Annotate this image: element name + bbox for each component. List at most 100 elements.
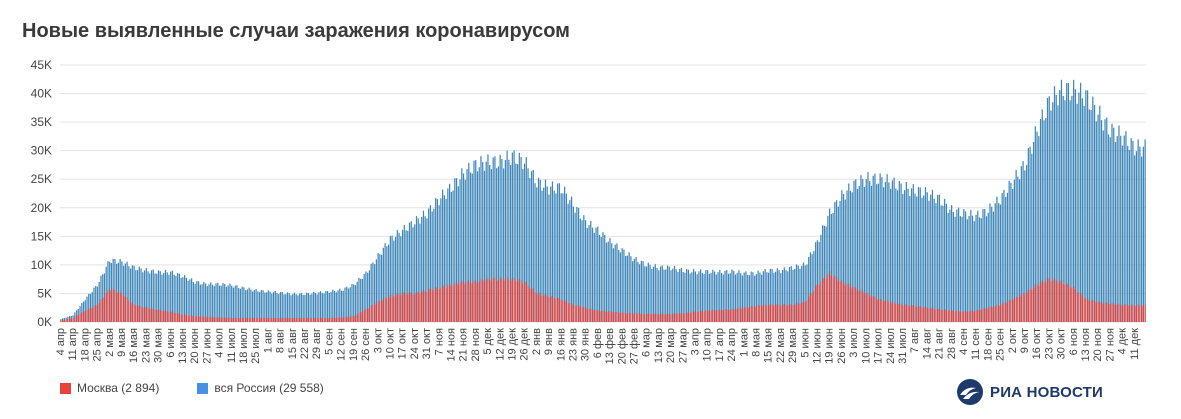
bar-russia bbox=[658, 270, 660, 322]
bar-russia bbox=[536, 187, 538, 322]
bar-russia bbox=[787, 271, 789, 322]
bar-moscow bbox=[218, 317, 221, 322]
legend-item-russia[interactable]: вся Россия (29 558) bbox=[197, 381, 324, 395]
bar-moscow bbox=[79, 313, 81, 322]
bar-russia bbox=[679, 268, 681, 322]
bar-moscow bbox=[1100, 302, 1103, 322]
bar-moscow bbox=[693, 311, 695, 322]
bar-moscow bbox=[1001, 303, 1003, 322]
bar-russia bbox=[673, 265, 676, 322]
bar-russia bbox=[1102, 130, 1104, 322]
bar-moscow bbox=[501, 278, 503, 322]
bar-russia bbox=[551, 181, 554, 322]
bar-moscow bbox=[1121, 305, 1124, 322]
bar-moscow bbox=[347, 316, 350, 322]
bar-moscow bbox=[515, 281, 517, 322]
bar-russia bbox=[827, 216, 829, 322]
bar-moscow bbox=[150, 308, 153, 322]
logo-text: РИА НОВОСТИ bbox=[990, 383, 1104, 401]
bar-russia bbox=[844, 199, 846, 322]
bar-moscow bbox=[1134, 306, 1136, 322]
bar-moscow bbox=[888, 301, 890, 322]
bar-russia bbox=[433, 208, 435, 322]
bar-moscow bbox=[966, 311, 968, 322]
bar-moscow bbox=[252, 318, 254, 322]
bar-russia bbox=[283, 294, 285, 322]
bar-russia bbox=[306, 292, 308, 322]
x-tick-label: 31 июл bbox=[897, 328, 909, 364]
bar-moscow bbox=[787, 305, 789, 322]
bar-moscow bbox=[414, 294, 416, 322]
bar-russia bbox=[126, 261, 128, 322]
bar-moscow bbox=[314, 318, 316, 322]
bar-russia bbox=[1038, 136, 1040, 322]
bar-russia bbox=[987, 212, 989, 322]
bar-moscow bbox=[1099, 301, 1101, 322]
bar-moscow bbox=[302, 318, 304, 322]
bar-moscow bbox=[778, 304, 780, 322]
x-tick-label: 19 июн bbox=[824, 328, 836, 364]
y-tick-label: 25K bbox=[31, 172, 52, 186]
y-tick-label: 20K bbox=[31, 201, 52, 215]
bar-russia bbox=[717, 272, 719, 322]
bar-moscow bbox=[1055, 280, 1057, 322]
bar-moscow bbox=[541, 295, 543, 322]
bar-moscow bbox=[220, 317, 222, 322]
bar-moscow bbox=[485, 279, 487, 322]
bar-moscow bbox=[203, 316, 205, 322]
bar-moscow bbox=[682, 313, 684, 322]
bar-russia bbox=[335, 292, 337, 322]
x-tick-label: 9 окт bbox=[1019, 328, 1031, 353]
bar-russia bbox=[848, 183, 850, 322]
bar-moscow bbox=[1020, 294, 1022, 322]
legend-item-moscow[interactable]: Москва (2 894) bbox=[60, 381, 159, 395]
bar-russia bbox=[583, 215, 585, 322]
bar-russia bbox=[461, 168, 463, 322]
bar-russia bbox=[1142, 146, 1144, 322]
bar-russia bbox=[783, 267, 785, 322]
bar-russia bbox=[293, 292, 296, 322]
bar-russia bbox=[213, 286, 215, 322]
bar-moscow bbox=[1048, 278, 1050, 322]
bar-russia bbox=[1027, 148, 1029, 322]
bar-moscow bbox=[1010, 299, 1012, 322]
x-tick-label: 4 апр bbox=[55, 328, 67, 355]
bar-russia bbox=[933, 198, 935, 322]
x-axis-ticks: 4 апр 11 апр 18 апр 25 апр 2 мая 9 мая 16 мая 2… bbox=[55, 328, 1141, 364]
bar-moscow bbox=[306, 317, 308, 322]
bar-moscow bbox=[450, 286, 452, 322]
bar-moscow bbox=[881, 299, 883, 322]
bar-moscow bbox=[372, 304, 374, 322]
bar-russia bbox=[319, 291, 322, 322]
bar-russia bbox=[816, 240, 819, 322]
bar-moscow bbox=[560, 300, 562, 322]
bar-moscow bbox=[211, 317, 214, 322]
bar-russia bbox=[797, 265, 799, 322]
bar-moscow bbox=[602, 310, 604, 322]
bar-russia bbox=[985, 216, 988, 322]
bar-russia bbox=[473, 160, 475, 322]
bar-moscow bbox=[497, 280, 500, 322]
bar-moscow bbox=[530, 288, 533, 322]
bar-russia bbox=[813, 251, 815, 322]
bar-russia bbox=[1057, 105, 1059, 322]
bar-russia bbox=[686, 269, 688, 322]
bar-moscow bbox=[858, 290, 860, 322]
bar-moscow bbox=[774, 305, 777, 322]
bar-russia bbox=[391, 235, 393, 322]
bar-russia bbox=[956, 209, 958, 322]
bar-moscow bbox=[520, 280, 522, 322]
bar-russia bbox=[715, 274, 717, 322]
bar-russia bbox=[354, 285, 357, 322]
bar-russia bbox=[750, 271, 752, 322]
bar-moscow bbox=[1029, 289, 1031, 322]
bar-russia bbox=[761, 274, 763, 322]
bar-russia bbox=[881, 177, 883, 322]
bar-russia bbox=[333, 290, 336, 322]
bar-moscow bbox=[701, 311, 703, 322]
bar-moscow bbox=[642, 313, 644, 322]
bar-russia bbox=[86, 296, 88, 322]
bar-moscow bbox=[482, 280, 484, 322]
bar-russia bbox=[267, 290, 269, 322]
bar-moscow bbox=[726, 309, 728, 322]
